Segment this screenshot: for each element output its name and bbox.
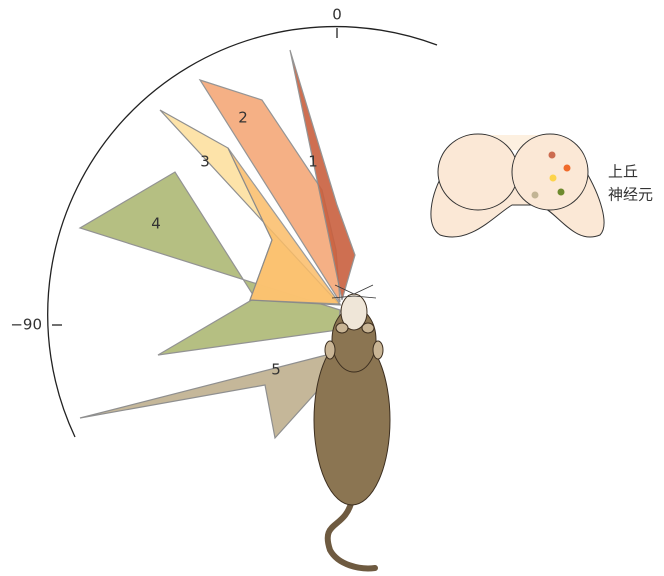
- figure: 0 −90 1 2 3 4 5 上丘 神经元: [0, 0, 664, 572]
- field-label: 1: [308, 153, 318, 171]
- field-5: [80, 352, 338, 438]
- field-label: 2: [238, 109, 248, 127]
- angle-label: 0: [332, 6, 342, 24]
- brain: [431, 134, 604, 237]
- field-label: 4: [151, 215, 161, 233]
- angle-label: −90: [10, 316, 42, 334]
- brain-label: 神经元: [608, 186, 653, 204]
- field-label: 3: [200, 153, 210, 171]
- brain-label: 上丘: [608, 163, 638, 181]
- field-label: 5: [271, 361, 281, 379]
